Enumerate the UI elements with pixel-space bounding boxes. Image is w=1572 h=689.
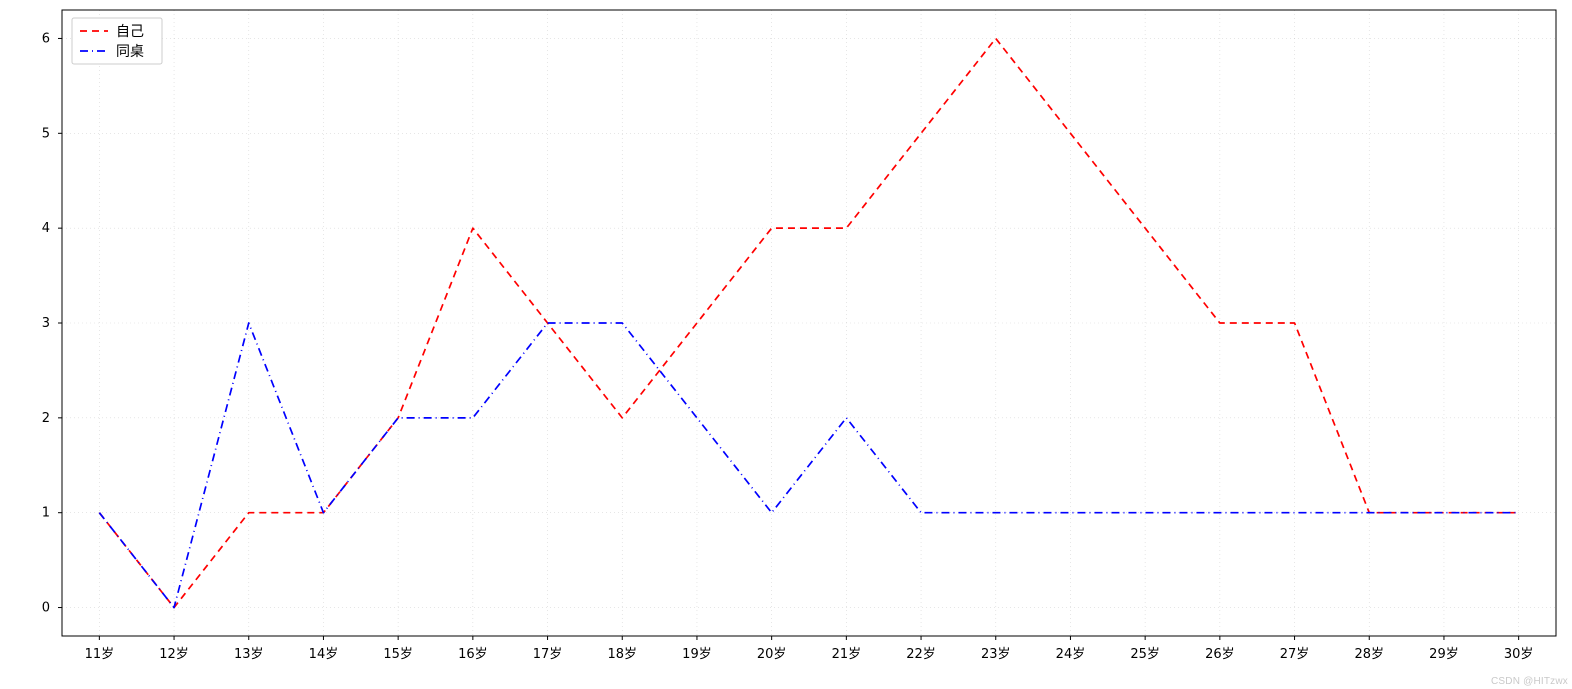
legend-label: 自己 xyxy=(116,24,144,40)
legend: 自己同桌 xyxy=(72,18,162,64)
y-tick-label: 2 xyxy=(42,411,50,426)
x-tick-label: 17岁 xyxy=(533,647,563,662)
x-tick-label: 23岁 xyxy=(981,647,1011,662)
x-tick-label: 29岁 xyxy=(1429,647,1459,662)
x-tick-label: 20岁 xyxy=(757,647,787,662)
x-tick-label: 11岁 xyxy=(85,647,115,662)
y-tick-label: 1 xyxy=(42,506,50,521)
x-tick-label: 15岁 xyxy=(383,647,413,662)
x-tick-label: 13岁 xyxy=(234,647,264,662)
x-tick-label: 26岁 xyxy=(1205,647,1235,662)
legend-label: 同桌 xyxy=(116,44,144,60)
y-tick-label: 6 xyxy=(42,31,50,46)
watermark-text: CSDN @HITzwx xyxy=(1491,676,1568,687)
x-tick-label: 21岁 xyxy=(832,647,862,662)
y-tick-label: 3 xyxy=(42,316,50,331)
y-tick-label: 0 xyxy=(42,601,50,616)
x-tick-label: 19岁 xyxy=(682,647,712,662)
x-tick-label: 16岁 xyxy=(458,647,488,662)
x-tick-label: 22岁 xyxy=(906,647,936,662)
x-tick-label: 25岁 xyxy=(1130,647,1160,662)
x-tick-label: 28岁 xyxy=(1354,647,1384,662)
x-tick-label: 12岁 xyxy=(159,647,189,662)
x-tick-label: 24岁 xyxy=(1056,647,1086,662)
y-tick-label: 5 xyxy=(42,126,50,141)
x-tick-label: 27岁 xyxy=(1280,647,1310,662)
x-tick-label: 14岁 xyxy=(309,647,339,662)
x-tick-label: 30岁 xyxy=(1504,647,1534,662)
y-tick-label: 4 xyxy=(42,221,50,236)
x-tick-label: 18岁 xyxy=(607,647,637,662)
line-chart: 11岁 12岁 13岁 14岁 15岁 16岁 17岁 18岁 19岁 20岁 21岁 22岁 23岁 2… xyxy=(0,0,1572,689)
chart-bg xyxy=(0,0,1572,689)
